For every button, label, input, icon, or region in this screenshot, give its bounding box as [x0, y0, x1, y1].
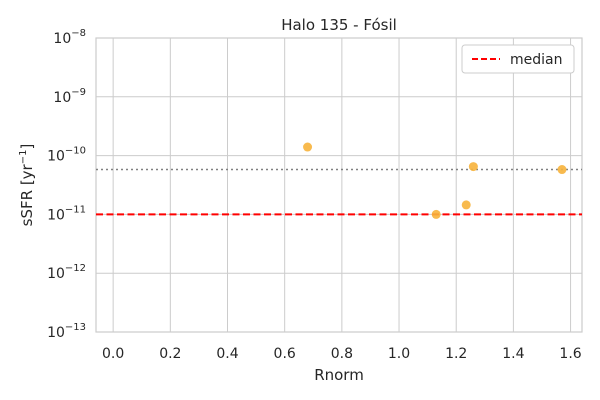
y-axis-label-exponent: −1: [18, 150, 29, 165]
x-tick-label: 0.0: [102, 346, 124, 362]
data-point: [431, 209, 441, 219]
x-tick-label: 1.4: [502, 346, 524, 362]
chart-title: Halo 135 - Fósil: [281, 16, 397, 34]
x-tick-label: 1.6: [559, 346, 581, 362]
data-point: [461, 200, 471, 210]
y-tick-label: 10−8: [53, 28, 86, 47]
x-tick-label: 0.6: [274, 346, 296, 362]
legend: median: [461, 44, 575, 74]
data-point: [468, 162, 478, 172]
y-axis-label-suffix: ]: [18, 144, 36, 150]
data-points: [303, 142, 567, 219]
x-tick-labels: 0.0 0.2 0.4 0.6 0.8 1.0 1.2 1.4 1.6: [102, 346, 582, 362]
plot-border: [95, 37, 583, 333]
data-point: [303, 142, 313, 152]
x-tick-label: 0.2: [159, 346, 181, 362]
legend-box: [461, 44, 575, 74]
grid: [96, 37, 582, 333]
y-tick-label: 10−13: [47, 322, 86, 341]
x-tick-label: 1.2: [445, 346, 467, 362]
y-tick-label: 10−9: [53, 87, 86, 106]
y-axis-label: sSFR [yr−1]: [18, 144, 36, 227]
x-tick-label: 0.8: [331, 346, 353, 362]
x-tick-label: 0.4: [216, 346, 238, 362]
plot-frame: [95, 37, 583, 333]
x-axis-label: Rnorm: [314, 366, 364, 384]
data-point: [557, 165, 567, 175]
y-tick-label: 10−11: [47, 204, 86, 223]
y-tick-label: 10−10: [47, 146, 86, 165]
y-tick-label: 10−12: [47, 263, 86, 282]
y-tick-labels: 10−13 10−12 10−11 10−10 10−9 10−8: [47, 28, 86, 341]
y-axis-label-main: sSFR [yr: [18, 163, 36, 226]
reference-lines: [96, 168, 582, 216]
legend-label-median: median: [510, 52, 562, 68]
x-tick-label: 1.0: [388, 346, 410, 362]
